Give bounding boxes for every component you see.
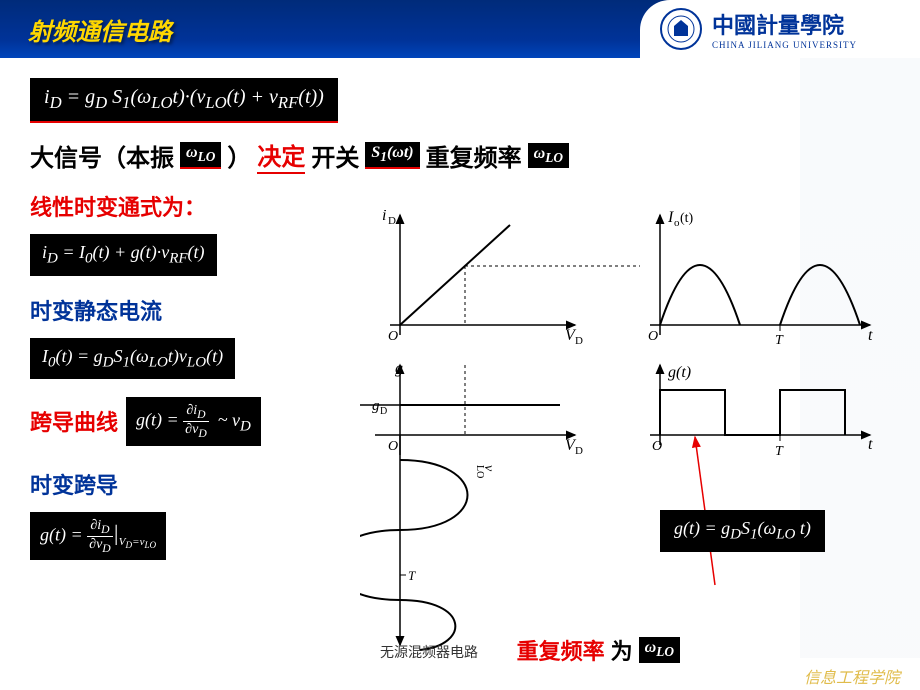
static-eq-row: I0(t) = gDS1(ωLOt)vLO(t) [30,338,380,380]
static-label: 时变静态电流 [30,294,162,326]
omega-lo-box-1: ωLO [180,142,221,169]
trans-equation: g(t) = ∂iD∂vD ~ vD [126,397,261,446]
time-trans-equation: g(t) = ∂iD∂vD|VD=vLO [30,512,166,561]
footer-note: 无源混频器电路 [380,642,478,662]
text-repeat-freq: 重复频率 [426,138,522,173]
sentence-line: 大信号（本振 ωLO ） 决定 开关 S1(ωt) 重复频率 ωLO [30,137,890,174]
trans-label-row: 跨导曲线 g(t) = ∂iD∂vD ~ vD [30,397,380,446]
slide-content: iD = gD S1(ωLOt)·(vLO(t) + vRF(t)) 大信号（本… [0,58,920,592]
university-logo-icon [660,8,702,50]
linear-eq-row: iD = I0(t) + g(t)·vRF(t) [30,234,380,276]
text-decide: 决定 [257,137,305,174]
s1-box: S1(ωt) [365,142,419,169]
slide-header: 射频通信电路 中國計量學院 CHINA JILIANG UNIVERSITY [0,0,920,58]
static-equation: I0(t) = gDS1(ωLOt)vLO(t) [30,338,235,380]
equation-main: iD = gD S1(ωLOt)·(vLO(t) + vRF(t)) [30,78,338,123]
trans-label: 跨导曲线 [30,405,118,437]
repeat-freq-label: 重复频率 [517,634,605,666]
repeat-freq-wei: 为 [611,634,633,666]
header-logo-area: 中國計量學院 CHINA JILIANG UNIVERSITY [640,0,920,58]
text-switch: 开关 [311,138,359,173]
text-close-paren: ） [227,138,251,173]
time-trans-label: 时变跨导 [30,468,118,500]
repeat-freq-statement: 重复频率为 ωLO [517,634,680,666]
linear-label-row: 线性时变通式为： [30,190,380,222]
time-trans-eq-row: g(t) = ∂iD∂vD|VD=vLO [30,512,380,561]
university-name-en: CHINA JILIANG UNIVERSITY [712,40,857,50]
linear-equation: iD = I0(t) + g(t)·vRF(t) [30,234,217,276]
footer-credit: 信息工程学院 [804,664,900,688]
university-name: 中國計量學院 CHINA JILIANG UNIVERSITY [712,8,857,50]
text-large-signal: 大信号（本振 [30,138,174,173]
linear-label: 线性时变通式为： [30,190,206,222]
static-label-row: 时变静态电流 [30,294,380,326]
equation-main-row: iD = gD S1(ωLOt)·(vLO(t) + vRF(t)) [30,78,890,123]
time-trans-label-row: 时变跨导 [30,468,380,500]
omega-lo-box-3: ωLO [639,637,680,662]
university-name-cn: 中國計量學院 [712,8,857,40]
left-column: 线性时变通式为： iD = I0(t) + g(t)·vRF(t) 时变静态电流… [30,190,380,560]
omega-lo-box-2: ωLO [528,143,569,168]
